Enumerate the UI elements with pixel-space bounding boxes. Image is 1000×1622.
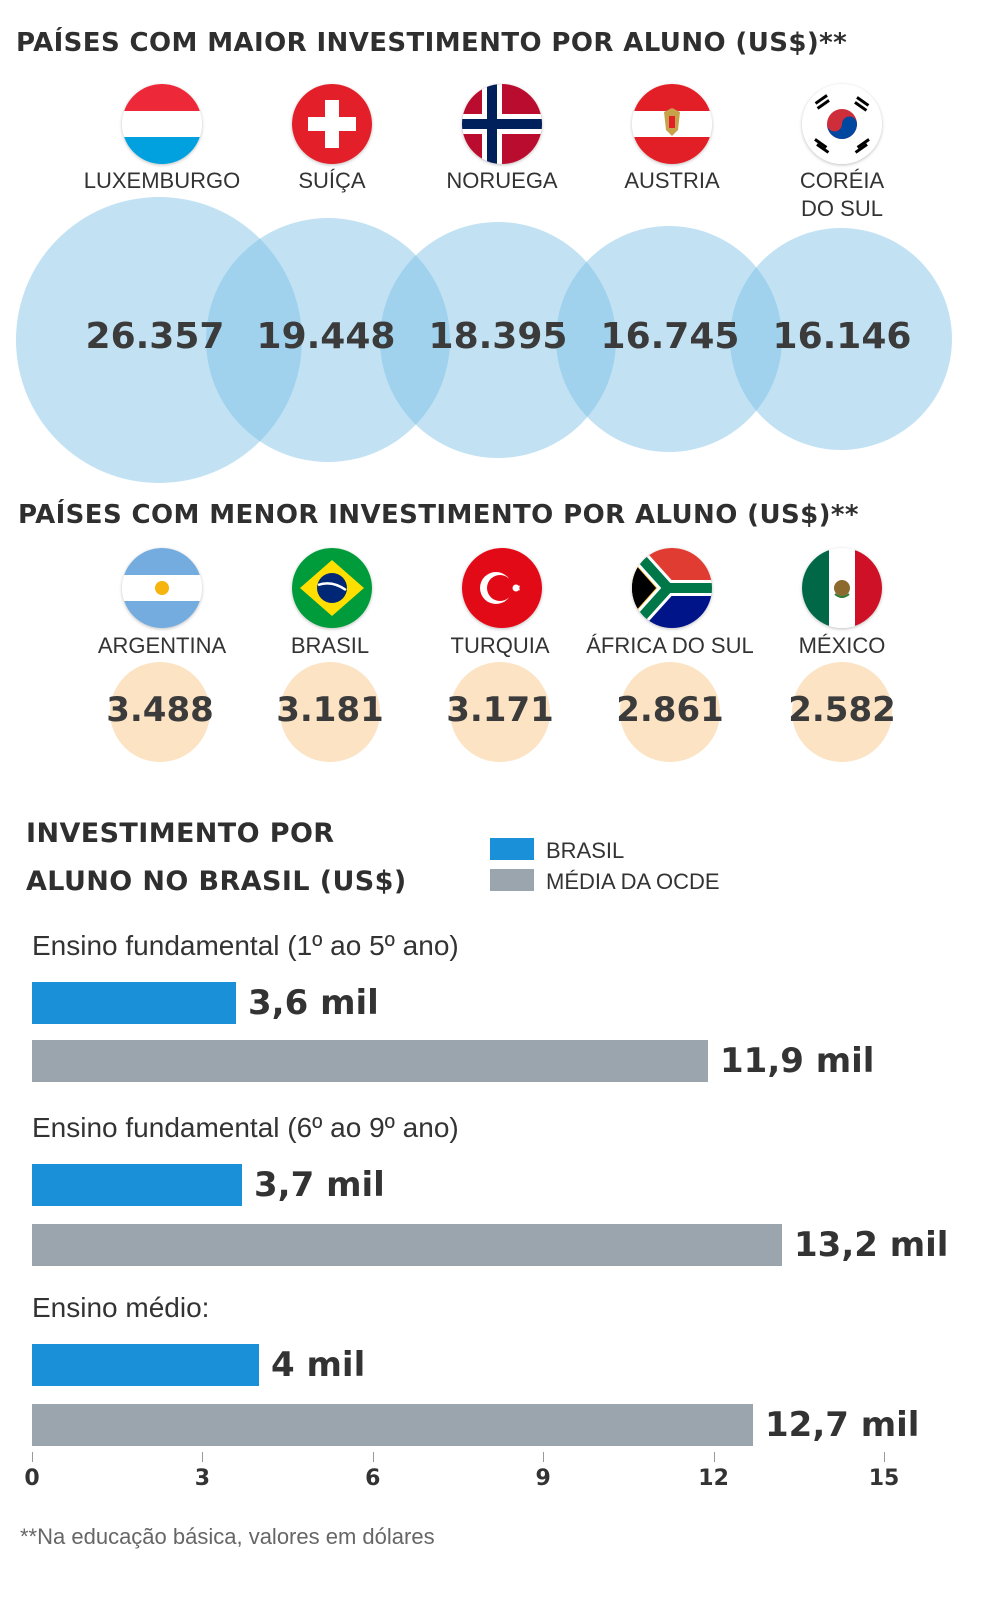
bubble-1 <box>16 197 302 483</box>
small-bubble-argentina <box>110 662 210 762</box>
bar-brasil <box>32 982 236 1024</box>
axis-tick-label: 9 <box>535 1466 551 1491</box>
bar-label-brasil: 3,7 mil <box>254 1165 385 1205</box>
bubble-5 <box>730 228 952 450</box>
bar-label-brasil: 4 mil <box>271 1345 366 1385</box>
axis-tick-label: 12 <box>698 1466 729 1491</box>
luxembourg-flag-icon <box>122 84 202 164</box>
value-south-korea: 16.146 <box>772 316 912 357</box>
bar-ocde <box>32 1224 782 1266</box>
norway-flag-icon <box>462 84 542 164</box>
country-name-norway: NORUEGA <box>446 168 558 193</box>
value-norway: 18.395 <box>428 316 568 357</box>
axis-tick-label: 15 <box>868 1466 900 1491</box>
axis-tick-label: 0 <box>24 1466 40 1491</box>
legend-swatch-brasil <box>490 838 534 860</box>
axis-tick <box>884 1452 885 1462</box>
axis-tick <box>32 1452 33 1462</box>
country-name-brazil: BRASIL <box>290 633 370 658</box>
bar-brasil <box>32 1344 259 1386</box>
category-label: Ensino médio: <box>32 1292 210 1323</box>
axis-tick <box>713 1452 715 1462</box>
austria-flag-icon <box>632 84 712 164</box>
country-name-mexico: MÉXICO <box>798 633 886 658</box>
bar-label-ocde: 13,2 mil <box>794 1225 949 1265</box>
legend-label-ocde: MÉDIA DA OCDE <box>546 869 720 894</box>
mexico-flag-icon <box>802 548 882 628</box>
value-brazil: 3.181 <box>276 690 384 730</box>
country-name-south-korea: CORÉIA DO SUL <box>799 168 885 221</box>
bar-label-ocde: 11,9 mil <box>720 1041 875 1081</box>
switzerland-flag-icon <box>292 84 372 164</box>
top-section-title: PAÍSES COM MAIOR INVESTIMENTO POR ALUNO … <box>16 28 848 58</box>
value-mexico: 2.582 <box>788 690 896 730</box>
argentina-flag-icon <box>122 548 202 628</box>
chart-title-line1: INVESTIMENTO POR <box>26 818 335 849</box>
small-bubble-south-africa <box>620 662 720 762</box>
value-austria: 16.745 <box>600 316 740 357</box>
bar-label-ocde: 12,7 mil <box>765 1405 920 1445</box>
bar-ocde <box>32 1404 753 1446</box>
footnote: **Na educação básica, valores em dólares <box>20 1524 435 1549</box>
brazil-flag-icon <box>292 548 372 628</box>
axis-tick-label: 6 <box>365 1466 381 1491</box>
axis-tick <box>372 1452 374 1462</box>
small-bubble-mexico <box>792 662 892 762</box>
country-name-south-africa: ÁFRICA DO SUL <box>586 633 754 658</box>
country-name-luxembourg: LUXEMBURGO <box>83 168 241 193</box>
bar-label-brasil: 3,6 mil <box>248 983 379 1023</box>
bubble-2 <box>206 218 450 462</box>
small-bubble-turkey <box>450 662 550 762</box>
value-luxembourg: 26.357 <box>85 316 225 357</box>
legend-swatch-ocde <box>490 869 534 891</box>
legend-label-brasil: BRASIL <box>546 838 625 863</box>
bubble-3 <box>380 222 616 458</box>
small-bubble-brazil <box>280 662 380 762</box>
country-name-austria: AUSTRIA <box>624 168 720 193</box>
country-name-argentina: ARGENTINA <box>97 633 227 658</box>
bubble-4 <box>556 226 782 452</box>
value-turkey: 3.171 <box>446 690 554 730</box>
turkey-flag-icon <box>462 548 542 628</box>
bar-ocde <box>32 1040 708 1082</box>
south-africa-flag-icon <box>632 548 712 628</box>
category-label: Ensino fundamental (1º ao 5º ano) <box>32 930 459 961</box>
country-name-turkey: TURQUIA <box>450 633 550 658</box>
country-name-switzerland: SUÍÇA <box>298 168 366 193</box>
value-south-africa: 2.861 <box>616 690 724 730</box>
chart-title-line2: ALUNO NO BRASIL (US$) <box>26 866 407 897</box>
axis-tick <box>543 1452 545 1462</box>
bar-brasil <box>32 1164 242 1206</box>
axis-tick <box>202 1452 204 1462</box>
value-switzerland: 19.448 <box>256 316 396 357</box>
axis-tick-label: 3 <box>194 1466 211 1491</box>
south-korea-flag-icon <box>802 84 882 164</box>
bottom-section-title: PAÍSES COM MENOR INVESTIMENTO POR ALUNO … <box>18 500 859 530</box>
category-label: Ensino fundamental (6º ao 9º ano) <box>32 1112 459 1143</box>
value-argentina: 3.488 <box>106 690 214 730</box>
